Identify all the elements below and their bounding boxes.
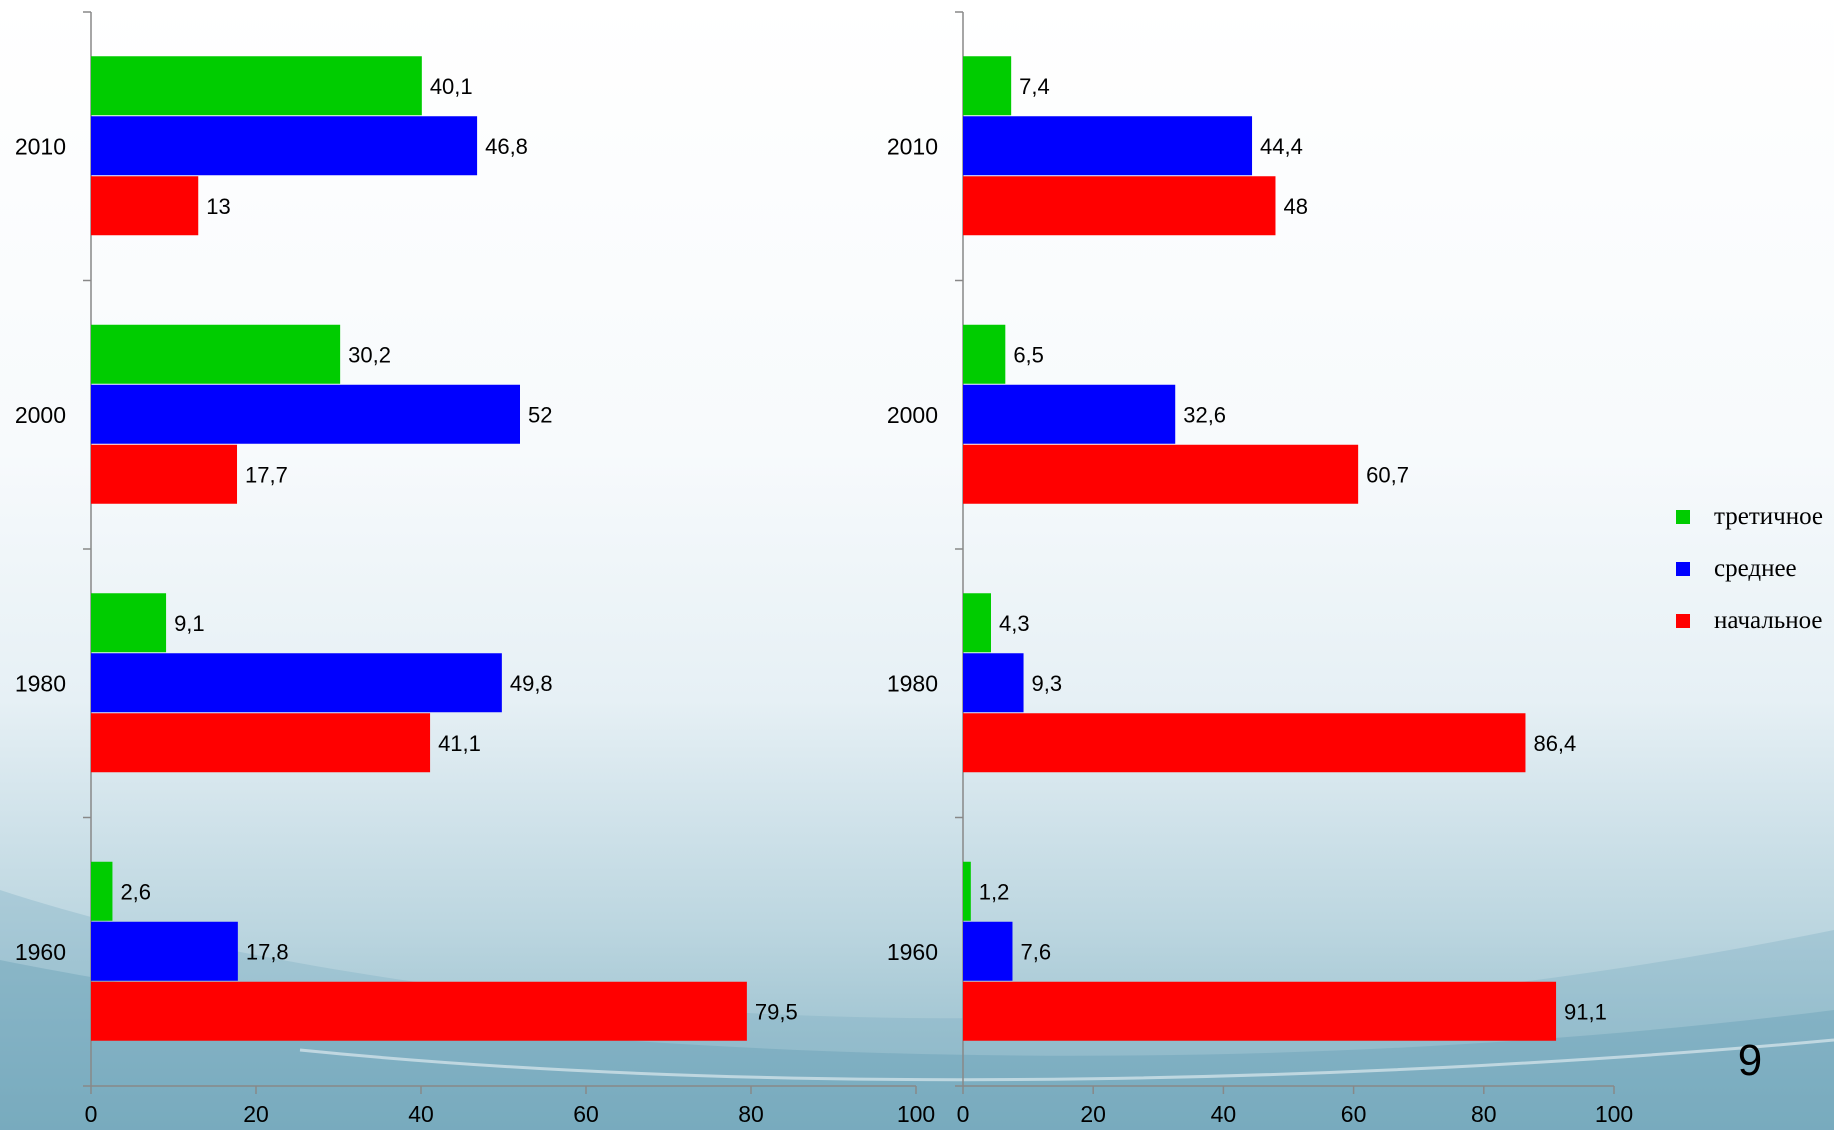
bar-среднее-1980 (91, 653, 502, 713)
category-label: 2000 (15, 402, 66, 428)
x-tick-label: 60 (1341, 1101, 1367, 1127)
data-label: 91,1 (1564, 999, 1607, 1024)
data-label: 41,1 (438, 731, 481, 756)
bar-начальное-2010 (91, 176, 199, 236)
data-label: 9,1 (174, 611, 205, 636)
x-tick-label: 40 (1211, 1101, 1237, 1127)
x-tick-label: 40 (408, 1101, 434, 1127)
x-tick-label: 100 (1595, 1101, 1633, 1127)
data-label: 6,5 (1013, 342, 1044, 367)
bar-третичное-1980 (963, 593, 991, 653)
legend-swatch-tertiary (1676, 510, 1690, 524)
x-tick-label: 20 (243, 1101, 269, 1127)
x-tick-label: 20 (1080, 1101, 1106, 1127)
legend-label-tertiary: третичное (1714, 503, 1823, 530)
data-label: 17,7 (245, 462, 288, 487)
bar-третичное-1980 (91, 593, 167, 653)
legend-label-secondary: среднее (1714, 555, 1797, 582)
bar-начальное-2010 (963, 176, 1276, 236)
chart-1: 0 20 40 60 80 100 1960 2,6 17,8 79,5 1980 9,1 49,8 41… (15, 11, 935, 1127)
category-label: 1980 (887, 670, 938, 696)
bar-среднее-2010 (91, 116, 478, 176)
legend-item-primary: начальное (1676, 602, 1834, 654)
category-label: 1960 (887, 939, 938, 965)
bar-третичное-2010 (963, 56, 1012, 116)
data-label: 40,1 (430, 74, 473, 99)
bar-начальное-1960 (91, 981, 747, 1041)
data-label: 44,4 (1260, 134, 1303, 159)
bar-начальное-1960 (963, 981, 1557, 1041)
data-label: 7,6 (1020, 939, 1051, 964)
legend-swatch-secondary (1676, 562, 1690, 576)
bar-третичное-2010 (91, 56, 422, 116)
data-label: 1,2 (979, 879, 1010, 904)
legend-swatch-primary (1676, 614, 1690, 628)
bar-среднее-1960 (91, 921, 238, 981)
bar-начальное-2000 (963, 444, 1359, 504)
category-label: 1980 (15, 670, 66, 696)
bar-начальное-1980 (91, 713, 431, 773)
data-label: 49,8 (510, 671, 553, 696)
x-tick-label: 80 (1471, 1101, 1497, 1127)
category-label: 1960 (15, 939, 66, 965)
category-label: 2000 (887, 402, 938, 428)
data-label: 48 (1283, 194, 1307, 219)
x-tick-label: 0 (957, 1101, 970, 1127)
legend-label-primary: начальное (1714, 607, 1823, 634)
data-label: 7,4 (1019, 74, 1050, 99)
data-label: 86,4 (1533, 731, 1576, 756)
data-label: 30,2 (348, 342, 391, 367)
x-tick-label: 60 (573, 1101, 599, 1127)
chart-2: 0 20 40 60 80 100 1960 1,2 7,6 91,1 1980 4,3 9,3 86,4… (887, 11, 1633, 1127)
data-label: 52 (528, 402, 552, 427)
bar-третичное-1960 (91, 861, 113, 921)
legend: третичное среднее начальное (1676, 498, 1834, 654)
legend-item-tertiary: третичное (1676, 498, 1834, 550)
bar-начальное-2000 (91, 444, 238, 504)
category-label: 2010 (15, 133, 66, 159)
data-label: 9,3 (1032, 671, 1063, 696)
data-label: 17,8 (246, 939, 289, 964)
category-label: 2010 (887, 133, 938, 159)
bar-среднее-2000 (963, 384, 1176, 444)
x-tick-label: 80 (738, 1101, 764, 1127)
data-label: 2,6 (120, 879, 151, 904)
data-label: 32,6 (1183, 402, 1226, 427)
bar-третичное-2000 (963, 324, 1006, 384)
bar-третичное-1960 (963, 861, 971, 921)
slide-number: 9 (1737, 1036, 1763, 1085)
data-label: 13 (206, 194, 230, 219)
bar-третичное-2000 (91, 324, 341, 384)
bar-начальное-1980 (963, 713, 1526, 773)
bar-среднее-1980 (963, 653, 1024, 713)
data-label: 79,5 (755, 999, 798, 1024)
data-label: 4,3 (999, 611, 1030, 636)
bar-среднее-2000 (91, 384, 520, 444)
legend-item-secondary: среднее (1676, 550, 1834, 602)
data-label: 60,7 (1366, 462, 1409, 487)
data-label: 46,8 (485, 134, 528, 159)
x-tick-label: 100 (897, 1101, 935, 1127)
x-tick-label: 0 (85, 1101, 98, 1127)
bar-среднее-2010 (963, 116, 1253, 176)
bar-среднее-1960 (963, 921, 1013, 981)
